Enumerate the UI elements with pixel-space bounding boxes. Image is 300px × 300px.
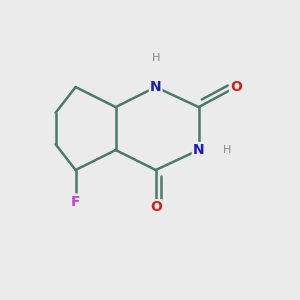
Text: H: H	[223, 145, 231, 155]
Text: O: O	[150, 200, 162, 214]
Text: N: N	[150, 80, 161, 94]
Text: O: O	[230, 80, 242, 94]
Text: N: N	[193, 143, 205, 157]
Text: F: F	[71, 194, 80, 208]
Text: H: H	[152, 53, 160, 63]
